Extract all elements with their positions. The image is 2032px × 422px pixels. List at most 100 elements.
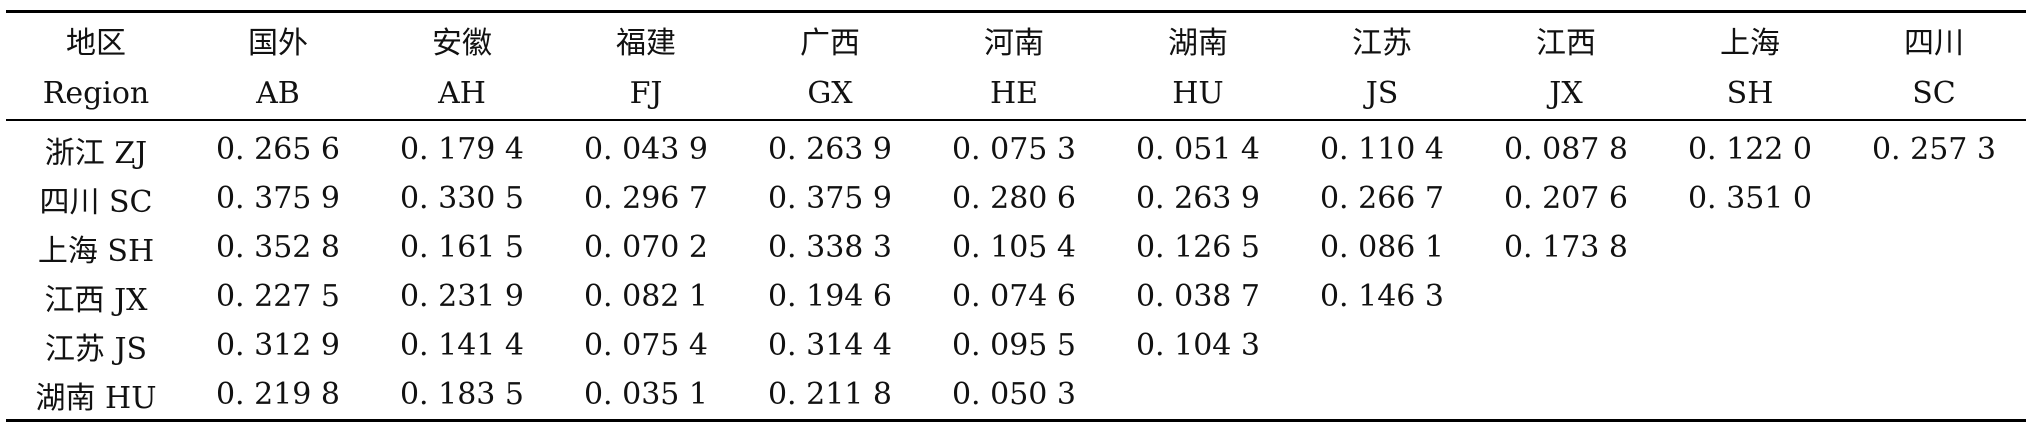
table-cell: 0. 035 1 (554, 370, 738, 422)
column-header-zh: 广西 (738, 10, 922, 67)
row-region-label: 江苏 JS (44, 331, 148, 367)
table-body: 浙江 ZJ 0. 265 6 0. 179 4 0. 043 9 0. 263 … (6, 120, 2026, 422)
table-cell: 0. 265 6 (215, 132, 341, 167)
header-row-english: Region AB AH FJ GX HE HU JS JX SH SC (6, 67, 2026, 121)
row-region-label: 四川 SC (39, 184, 153, 220)
row-region-label: 上海 SH (37, 233, 155, 269)
table-header: 地区 国外 安徽 福建 广西 河南 湖南 江苏 江西 上海 四川 Region … (6, 10, 2026, 121)
table-cell: 0. 351 0 (1687, 181, 1813, 216)
row-region-label: 浙江 ZJ (44, 135, 148, 171)
table-cell (1658, 321, 1842, 370)
table-cell: 0. 043 9 (583, 132, 709, 167)
table-cell: 0. 266 7 (1319, 181, 1445, 216)
table-cell: 0. 146 3 (1319, 279, 1445, 314)
data-table: 地区 国外 安徽 福建 广西 河南 湖南 江苏 江西 上海 四川 Region … (6, 10, 2026, 422)
table-cell: 0. 211 8 (738, 370, 922, 422)
column-header-en: HE (922, 67, 1106, 121)
table-cell (1658, 370, 1842, 422)
table-cell: 0. 338 3 (767, 230, 893, 265)
table-cell (1290, 370, 1474, 422)
table-cell (1474, 321, 1658, 370)
column-header-en: HU (1106, 67, 1290, 121)
column-header-en: SC (1842, 67, 2026, 121)
column-header-zh: 上海 (1658, 10, 1842, 67)
table-cell (1106, 370, 1290, 422)
table-cell (1842, 370, 2026, 422)
table-cell: 0. 074 6 (951, 279, 1077, 314)
column-header-en: JX (1474, 67, 1658, 121)
table-cell: 0. 173 8 (1503, 230, 1629, 265)
column-header-en: GX (738, 67, 922, 121)
column-header-zh: 地区 (6, 10, 186, 67)
table-cell: 0. 207 6 (1503, 181, 1629, 216)
table-cell: 0. 104 3 (1135, 328, 1261, 363)
table-cell (1658, 223, 1842, 272)
table-cell (1658, 272, 1842, 321)
table-cell: 0. 086 1 (1319, 230, 1445, 265)
column-header-zh: 四川 (1842, 10, 2026, 67)
table-cell: 0. 296 7 (583, 181, 709, 216)
table-cell: 0. 095 5 (951, 328, 1077, 363)
table-cell (1842, 174, 2026, 223)
table-cell (1474, 272, 1658, 321)
table-cell: 0. 312 9 (215, 328, 341, 363)
table-cell: 0. 219 8 (186, 370, 370, 422)
table-cell: 0. 231 9 (399, 279, 525, 314)
column-header-en: AH (370, 67, 554, 121)
column-header-en: FJ (554, 67, 738, 121)
row-region-label: 江西 JX (44, 282, 148, 318)
column-header-zh: 安徽 (370, 10, 554, 67)
table-cell: 0. 194 6 (767, 279, 893, 314)
table-row: 四川 SC 0. 375 9 0. 330 5 0. 296 7 0. 375 … (6, 174, 2026, 223)
table-cell: 0. 075 3 (951, 132, 1077, 167)
table-cell: 0. 087 8 (1503, 132, 1629, 167)
table-row: 江苏 JS 0. 312 9 0. 141 4 0. 075 4 0. 314 … (6, 321, 2026, 370)
column-header-zh: 江苏 (1290, 10, 1474, 67)
table-cell: 0. 352 8 (215, 230, 341, 265)
table-cell: 0. 075 4 (583, 328, 709, 363)
column-header-zh: 福建 (554, 10, 738, 67)
table-cell: 0. 263 9 (767, 132, 893, 167)
table-cell: 0. 105 4 (951, 230, 1077, 265)
table-cell: 0. 375 9 (215, 181, 341, 216)
table-cell (1290, 321, 1474, 370)
column-header-zh: 江西 (1474, 10, 1658, 67)
column-header-en: JS (1290, 67, 1474, 121)
table-cell: 0. 122 0 (1687, 132, 1813, 167)
table-cell: 0. 179 4 (399, 132, 525, 167)
header-row-chinese: 地区 国外 安徽 福建 广西 河南 湖南 江苏 江西 上海 四川 (6, 10, 2026, 67)
table-cell: 0. 050 3 (922, 370, 1106, 422)
table-cell: 0. 070 2 (583, 230, 709, 265)
table-cell: 0. 263 9 (1135, 181, 1261, 216)
table-cell: 0. 038 7 (1135, 279, 1261, 314)
table-cell: 0. 375 9 (767, 181, 893, 216)
table-cell (1842, 223, 2026, 272)
table-cell: 0. 227 5 (215, 279, 341, 314)
table-cell: 0. 314 4 (767, 328, 893, 363)
table-row: 湖南 HU 0. 219 8 0. 183 5 0. 035 1 0. 211 … (6, 370, 2026, 422)
column-header-en: AB (186, 67, 370, 121)
table-cell: 0. 141 4 (399, 328, 525, 363)
column-header-en: Region (6, 67, 186, 121)
table-cell: 0. 110 4 (1319, 132, 1445, 167)
table-cell (1842, 272, 2026, 321)
table-cell: 0. 280 6 (951, 181, 1077, 216)
table-cell: 0. 051 4 (1135, 132, 1261, 167)
column-header-zh: 河南 (922, 10, 1106, 67)
table-cell: 0. 330 5 (399, 181, 525, 216)
table-row: 江西 JX 0. 227 5 0. 231 9 0. 082 1 0. 194 … (6, 272, 2026, 321)
table-row: 上海 SH 0. 352 8 0. 161 5 0. 070 2 0. 338 … (6, 223, 2026, 272)
table-cell (1842, 321, 2026, 370)
table-row: 浙江 ZJ 0. 265 6 0. 179 4 0. 043 9 0. 263 … (6, 120, 2026, 174)
table-cell: 0. 082 1 (583, 279, 709, 314)
table-cell: 0. 183 5 (370, 370, 554, 422)
table-cell: 0. 161 5 (399, 230, 525, 265)
column-header-en: SH (1658, 67, 1842, 121)
table-cell: 0. 126 5 (1135, 230, 1261, 265)
table-cell: 0. 257 3 (1871, 132, 1997, 167)
column-header-zh: 湖南 (1106, 10, 1290, 67)
column-header-zh: 国外 (186, 10, 370, 67)
table-cell (1474, 370, 1658, 422)
row-region-label: 湖南 HU (6, 370, 186, 422)
